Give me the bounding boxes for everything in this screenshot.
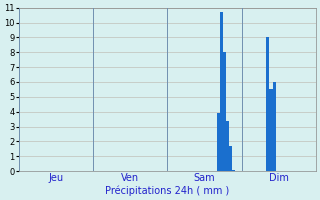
X-axis label: Précipitations 24h ( mm ): Précipitations 24h ( mm ) <box>105 185 229 196</box>
Bar <box>232 170 236 171</box>
Bar <box>266 37 269 171</box>
Bar <box>220 12 223 171</box>
Bar <box>273 82 276 171</box>
Bar <box>226 121 229 171</box>
Bar <box>269 89 273 171</box>
Bar <box>229 146 232 171</box>
Bar <box>217 113 220 171</box>
Bar <box>223 52 226 171</box>
